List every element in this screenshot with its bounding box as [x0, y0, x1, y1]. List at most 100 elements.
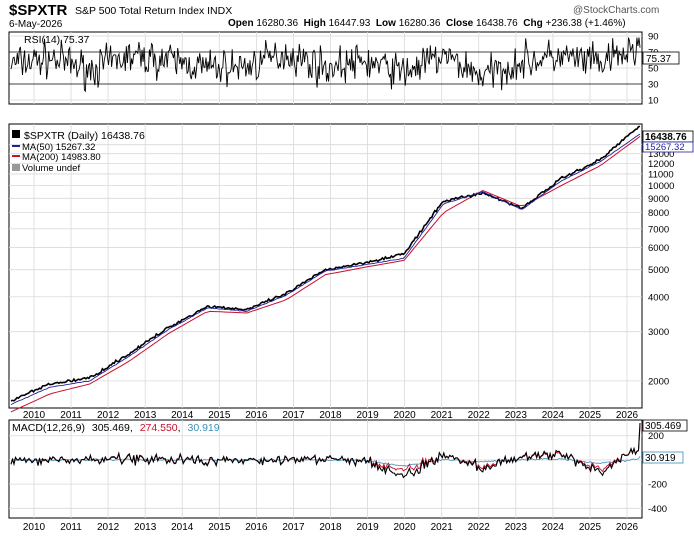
price-current-label: 16438.76	[645, 132, 687, 143]
year-label-macd-tick-2013: 2013	[134, 522, 157, 533]
rsi-current-label: 75.37	[646, 54, 671, 65]
macd-line	[10, 422, 641, 479]
year-label-price-tick-2013: 2013	[134, 410, 157, 421]
rsi-tick-50: 50	[648, 64, 659, 75]
high-value: 16447.93	[328, 18, 371, 29]
price-tick-13000: 13000	[648, 149, 674, 160]
ma50-current-label: 15267.32	[645, 142, 685, 153]
macd-current-label: 305.469	[645, 421, 682, 432]
hist-badge-box	[642, 451, 684, 464]
close-label: Close	[445, 18, 474, 29]
symbol-title: $SPXTR	[9, 2, 68, 19]
macd-legend-macd: 305.469	[92, 422, 130, 434]
price-tick-6000: 6000	[648, 243, 669, 254]
legend-main: $SPXTR (Daily) 16438.76	[24, 130, 145, 142]
year-label-price-tick-2010: 2010	[23, 410, 46, 421]
macd-tick--400: -400	[648, 504, 667, 515]
price-tick-11000: 11000	[648, 169, 674, 180]
price-tick-9000: 9000	[648, 194, 669, 205]
year-label-price-tick-2017: 2017	[282, 410, 305, 421]
rsi-panel: 9070503010 RSI(14) 75.37 75.37	[8, 31, 680, 107]
year-label-macd-tick-2017: 2017	[282, 522, 305, 533]
rsi-current-badge: 75.37	[642, 51, 680, 65]
year-label-price-tick-2012: 2012	[97, 410, 120, 421]
year-label-macd-tick-2015: 2015	[208, 522, 231, 533]
year-label-price-tick-2024: 2024	[542, 410, 565, 421]
rsi-axis: 9070503010	[648, 32, 659, 107]
year-axis-macd: 2010 2011 2012 2013 2014 2015 2016 2017 2018 2019…	[23, 522, 639, 533]
description-text: S&P 500 Total Return Index	[75, 5, 205, 17]
legend-ma50-swatch	[12, 145, 20, 147]
price-axis: 2000 3000 4000 5000 6000 7000 8000 9000 10000110…	[648, 140, 674, 387]
stockcharts-watermark: @StockCharts.com	[573, 5, 660, 16]
price-tick-5000: 5000	[648, 265, 669, 276]
price-legend: $SPXTR (Daily) 16438.76 MA(50) 15267.32 …	[12, 130, 145, 174]
rsi-line	[10, 37, 641, 93]
year-label-macd-tick-2024: 2024	[542, 522, 565, 533]
year-label-price-tick-2026: 2026	[616, 410, 639, 421]
price-badges: 16438.76 15267.32	[642, 130, 694, 153]
hist-current-label: 30.919	[645, 453, 676, 464]
exchange-text: INDX	[207, 5, 233, 17]
high-label: High	[303, 18, 326, 29]
year-label-macd-tick-2014: 2014	[171, 522, 194, 533]
macd-legend-comma1: ,	[130, 422, 133, 434]
year-label-macd-tick-2021: 2021	[431, 522, 454, 533]
year-label-macd-tick-2019: 2019	[356, 522, 379, 533]
year-label-macd-tick-2023: 2023	[505, 522, 528, 533]
ma50-line	[10, 133, 641, 405]
price-tick-10000: 10000	[648, 181, 674, 192]
chg-value: +236.38 (+1.46%)	[545, 18, 626, 29]
year-label-price-tick-2011: 2011	[60, 410, 82, 421]
rsi-legend: RSI(14) 75.37	[24, 34, 90, 46]
year-label-macd-tick-2018: 2018	[319, 522, 342, 533]
open-value: 16280.36	[256, 18, 299, 29]
macd-legend-signal: 274.550	[140, 422, 178, 434]
year-label-price-tick-2015: 2015	[208, 410, 231, 421]
low-value: 16280.36	[398, 18, 441, 29]
symbol-description: S&P 500 Total Return Index INDX	[75, 5, 232, 17]
year-label-price-tick-2020: 2020	[394, 410, 417, 421]
macd-tick-200: 200	[648, 431, 664, 442]
price-tick-3000: 3000	[648, 327, 669, 338]
year-label-macd-tick-2016: 2016	[245, 522, 268, 533]
price-tick-2000: 2000	[648, 376, 669, 387]
legend-ma200-swatch	[12, 155, 20, 157]
year-label-price-tick-2021: 2021	[431, 410, 454, 421]
low-label: Low	[375, 18, 396, 29]
year-label-macd-tick-2012: 2012	[97, 522, 120, 533]
legend-ma200: MA(200) 14983.80	[22, 152, 101, 163]
year-label-price-tick-2022: 2022	[468, 410, 491, 421]
price-tick-4000: 4000	[648, 292, 669, 303]
rsi-tick-10: 10	[648, 96, 659, 107]
year-label-macd-tick-2022: 2022	[468, 522, 491, 533]
year-axis-price: 2010 2011 2012 2013 2014 2015 2016 2017 2018 2019…	[23, 410, 639, 421]
price-frame	[8, 123, 643, 409]
ma50-badge-box	[642, 141, 694, 153]
open-label: Open	[228, 18, 254, 29]
macd-badge-box	[642, 419, 688, 432]
year-label-macd-tick-2011: 2011	[60, 522, 82, 533]
rsi-tick-30: 30	[648, 80, 659, 91]
year-label-price-tick-2016: 2016	[245, 410, 268, 421]
year-label-macd-tick-2025: 2025	[579, 522, 602, 533]
macd-legend: MACD(12,26,9) 305.469, 274.550, 30.919	[12, 422, 220, 434]
macd-legend-comma2: ,	[178, 422, 181, 434]
rsi-tick-90: 90	[648, 32, 659, 43]
legend-volume: Volume undef	[22, 163, 80, 174]
year-label-price-tick-2023: 2023	[505, 410, 528, 421]
macd-panel: 2000-200-400 MACD(12,26,9) 305.469, 274.…	[8, 419, 688, 519]
year-label-price-tick-2025: 2025	[579, 410, 602, 421]
year-label-price-tick-2014: 2014	[171, 410, 194, 421]
macd-badges: 305.469 30.919	[642, 419, 688, 464]
macd-tick--200: -200	[648, 480, 667, 491]
macd-frame	[8, 419, 643, 519]
macd-legend-hist: 30.919	[188, 422, 220, 434]
price-line	[10, 125, 641, 402]
price-tick-7000: 7000	[648, 224, 669, 235]
legend-volume-swatch	[12, 164, 20, 171]
chart-header: $SPXTR S&P 500 Total Return Index INDX @…	[0, 0, 694, 32]
price-panel: 2000 3000 4000 5000 6000 7000 8000 9000 10000110…	[8, 123, 694, 413]
chart-date: 6-May-2026	[9, 19, 63, 30]
